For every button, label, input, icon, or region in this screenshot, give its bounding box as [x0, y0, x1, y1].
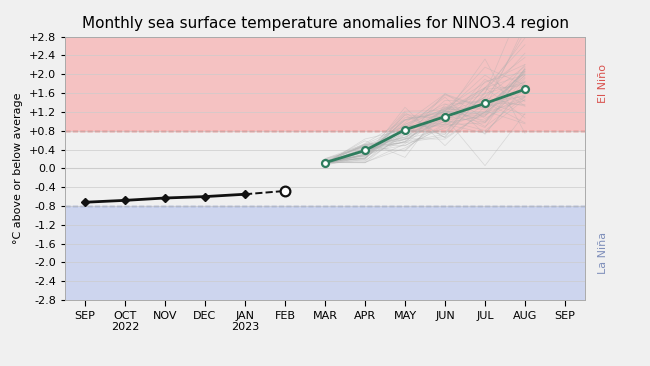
- Title: Monthly sea surface temperature anomalies for NINO3.4 region: Monthly sea surface temperature anomalie…: [81, 16, 569, 31]
- Legend: Ensemble member, Forecast mean, Past analysis, Month-to-date: Ensemble member, Forecast mean, Past ana…: [94, 363, 556, 366]
- Y-axis label: °C above or below average: °C above or below average: [13, 93, 23, 244]
- Text: La Niña: La Niña: [598, 232, 608, 274]
- Bar: [65, 206, 585, 300]
- Bar: [65, 37, 585, 131]
- Text: El Niño: El Niño: [598, 64, 608, 103]
